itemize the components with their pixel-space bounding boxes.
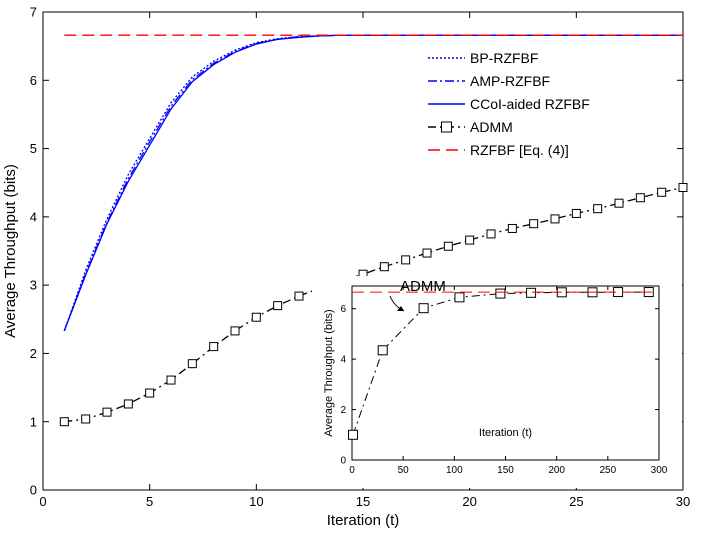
y-tick-label: 0 bbox=[30, 483, 37, 498]
y-tick-label: 6 bbox=[340, 304, 346, 315]
data-point bbox=[526, 287, 537, 298]
data-point bbox=[529, 219, 539, 229]
data-point bbox=[454, 292, 465, 303]
data-point bbox=[209, 342, 219, 352]
data-point bbox=[230, 326, 240, 336]
x-tick-label: 100 bbox=[446, 465, 463, 476]
x-tick-label: 30 bbox=[676, 494, 690, 509]
x-tick-label: 200 bbox=[548, 465, 565, 476]
x-axis-label: Iteration (t) bbox=[479, 427, 532, 439]
y-tick-label: 7 bbox=[30, 5, 37, 20]
y-axis-label: Average Throughput (bits) bbox=[323, 309, 335, 436]
data-point bbox=[422, 248, 432, 258]
legend-marker bbox=[441, 121, 452, 133]
x-tick-label: 10 bbox=[249, 494, 263, 509]
x-tick-label: 0 bbox=[39, 494, 46, 509]
data-point bbox=[635, 193, 645, 203]
legend-label: AMP-RZFBF bbox=[470, 73, 550, 89]
y-tick-label: 0 bbox=[340, 456, 346, 467]
x-tick-label: 5 bbox=[146, 494, 153, 509]
x-tick-label: 0 bbox=[349, 465, 355, 476]
data-point bbox=[377, 345, 388, 356]
data-point bbox=[657, 187, 667, 197]
data-point bbox=[401, 255, 411, 265]
data-point bbox=[166, 375, 176, 385]
data-point bbox=[59, 417, 69, 427]
data-point bbox=[443, 241, 453, 251]
legend-label: ADMM bbox=[470, 119, 513, 135]
y-tick-label: 3 bbox=[30, 278, 37, 293]
x-tick-label: 300 bbox=[651, 465, 668, 476]
data-point bbox=[571, 208, 581, 218]
y-tick-label: 4 bbox=[30, 209, 37, 224]
y-tick-label: 5 bbox=[30, 141, 37, 156]
data-point bbox=[123, 399, 133, 409]
legend-label: BP-RZFBF bbox=[470, 50, 538, 66]
legend: BP-RZFBF AMP-RZFBF CCoI-aided RZFBF ADMM RZF… bbox=[428, 50, 590, 158]
y-axis-label: Average Throughput (bits) bbox=[2, 164, 19, 338]
x-axis-label: Iteration (t) bbox=[327, 512, 400, 529]
x-tick-label: 25 bbox=[569, 494, 583, 509]
annotation: ADMM bbox=[389, 278, 446, 312]
data-point bbox=[379, 262, 389, 272]
data-point bbox=[593, 204, 603, 214]
data-point bbox=[418, 303, 429, 314]
data-point bbox=[273, 301, 283, 311]
data-point bbox=[187, 359, 197, 369]
data-point bbox=[81, 414, 91, 424]
y-tick-label: 2 bbox=[30, 346, 37, 361]
x-tick-label: 15 bbox=[356, 494, 370, 509]
y-tick-label: 6 bbox=[30, 73, 37, 88]
data-point bbox=[614, 198, 624, 208]
data-point bbox=[102, 407, 112, 417]
legend-label: CCoI-aided RZFBF bbox=[470, 96, 590, 112]
y-tick-label: 2 bbox=[340, 405, 346, 416]
annotation-label: ADMM bbox=[400, 278, 446, 295]
data-point bbox=[348, 429, 359, 440]
data-point bbox=[486, 229, 496, 239]
y-tick-label: 1 bbox=[30, 414, 37, 429]
x-tick-label: 250 bbox=[599, 465, 616, 476]
data-point bbox=[251, 312, 261, 322]
data-point bbox=[465, 235, 475, 245]
data-point bbox=[550, 214, 560, 224]
x-tick-label: 50 bbox=[398, 465, 410, 476]
x-tick-label: 150 bbox=[497, 465, 514, 476]
data-point bbox=[294, 291, 304, 301]
legend-label: RZFBF [Eq. (4)] bbox=[470, 142, 569, 158]
y-tick-label: 4 bbox=[340, 355, 346, 366]
data-point bbox=[495, 288, 506, 299]
data-point bbox=[678, 182, 688, 192]
data-point bbox=[507, 223, 517, 233]
annotation-arrowhead bbox=[397, 306, 404, 311]
x-tick-label: 20 bbox=[462, 494, 476, 509]
data-point bbox=[145, 388, 155, 398]
inset-plot: 0 50 100 150 200 250 300 0 2 4 6 Iteration (t) Avera… bbox=[312, 276, 682, 488]
plot-frame bbox=[351, 285, 660, 461]
